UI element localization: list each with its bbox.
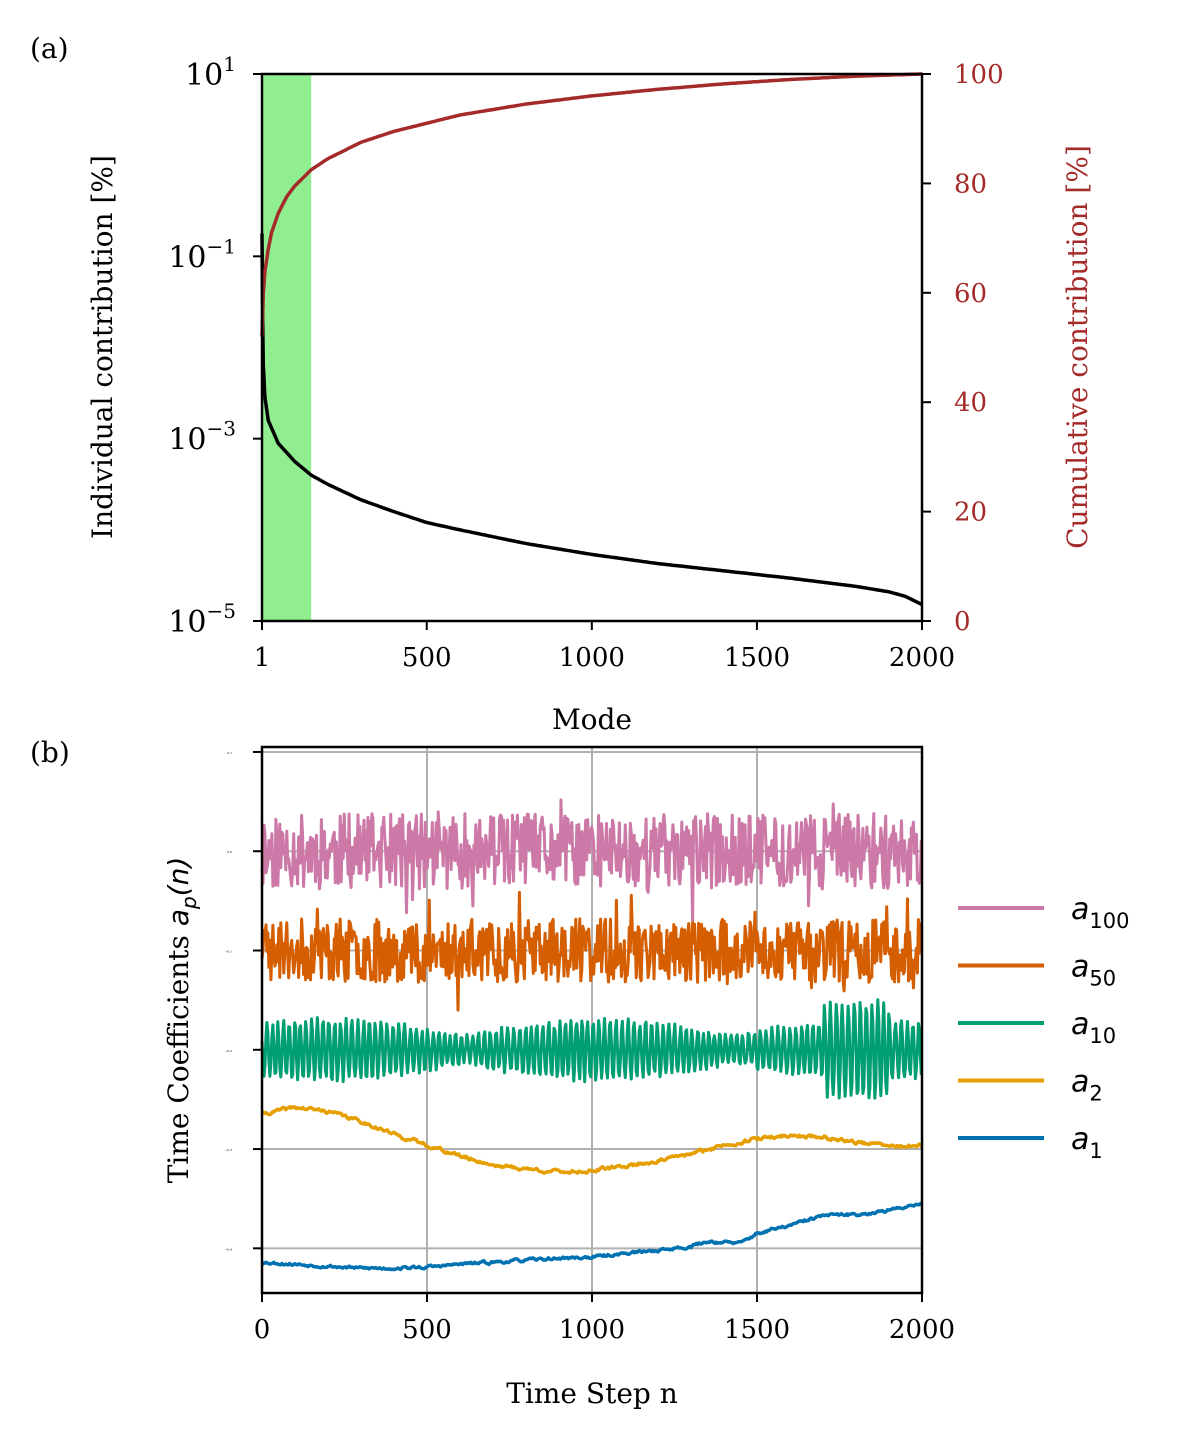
series-line-a50	[260, 890, 923, 1012]
y-tick-label: −0.3	[225, 1148, 232, 1152]
x-tick-label: 1000	[559, 643, 625, 673]
y-tick-label: 0.1	[227, 751, 232, 755]
x-tick-label: 1	[254, 643, 271, 673]
y-tick-label-left: 10−1	[168, 234, 236, 275]
y-tick-label: 0.0	[227, 850, 232, 854]
y-tick-label-right: 60	[954, 279, 987, 309]
y-axis-label-left: Individual contribution [%]	[86, 155, 119, 539]
legend-label: a100	[1071, 892, 1129, 933]
y-tick-label: −0.4	[225, 1247, 232, 1251]
x-tick-label: 0	[254, 1315, 271, 1345]
panel-a-label: (a)	[30, 32, 69, 65]
y-tick-label-left: 10−5	[168, 599, 236, 640]
legend-item-a2: a2	[958, 1065, 1103, 1106]
x-axis-label-b: Time Step n	[506, 1377, 678, 1410]
svg-text:Time Coefficients ap(n): Time Coefficients ap(n)	[162, 857, 201, 1184]
y-axis-label-b-text: Time Coefficients	[162, 926, 195, 1183]
x-axis-label-a: Mode	[552, 703, 632, 736]
x-tick-label: 2000	[889, 1315, 955, 1345]
legend-label: a1	[1071, 1122, 1103, 1163]
legend-label: a50	[1071, 950, 1116, 991]
y-axis-label-b-tail: (n)	[162, 857, 195, 897]
y-tick-label-right: 20	[954, 498, 987, 528]
legend-label: a2	[1071, 1065, 1103, 1106]
y-tick-label-right: 0	[954, 607, 971, 637]
plot-a-frame	[260, 72, 924, 623]
series-line-a1	[261, 1201, 923, 1272]
y-axis-label-b-sub: p	[177, 896, 201, 910]
y-axis-label-right: Cumulative contribution [%]	[1061, 145, 1094, 549]
x-tick-label: 500	[402, 1315, 452, 1345]
y-tick-label: −0.2	[225, 1049, 232, 1053]
series-line-a2	[261, 1105, 924, 1175]
x-tick-label: 1000	[559, 1315, 625, 1345]
legend-item-a100: a100	[958, 892, 1129, 933]
legend-label: a10	[1071, 1007, 1116, 1048]
y-tick-label-right: 100	[954, 60, 1004, 90]
legend: a100 a50 a10 a2 a1	[958, 892, 1129, 1163]
y-tick-label-left: 101	[185, 52, 236, 93]
legend-item-a1: a1	[958, 1122, 1103, 1163]
y-tick-label-right: 40	[954, 388, 987, 418]
series-line-a100	[260, 798, 923, 924]
y-tick-label-left: 10−3	[168, 417, 236, 458]
legend-item-a10: a10	[958, 1007, 1116, 1048]
y-tick-label-right: 80	[954, 169, 987, 199]
series-line-cumulative	[260, 72, 923, 337]
x-tick-label: 2000	[889, 643, 955, 673]
highlight-span	[262, 74, 312, 621]
series-line-individual	[260, 233, 923, 607]
x-tick-label: 1500	[724, 643, 790, 673]
y-tick-label: −0.1	[225, 950, 232, 954]
y-axis-label-b-math: a	[162, 909, 195, 926]
x-tick-label: 1500	[724, 1315, 790, 1345]
series-line-a10	[260, 998, 923, 1100]
legend-item-a50: a50	[958, 950, 1116, 991]
x-tick-label: 500	[402, 643, 452, 673]
panel-b: (b) 0 500 1000 1500 2000 0.1 0.0 −0.1 −0.2 −0.3 −…	[30, 736, 1129, 1410]
y-axis-label-b: Time Coefficients ap(n)	[162, 857, 201, 1184]
panel-b-label: (b)	[30, 736, 70, 769]
